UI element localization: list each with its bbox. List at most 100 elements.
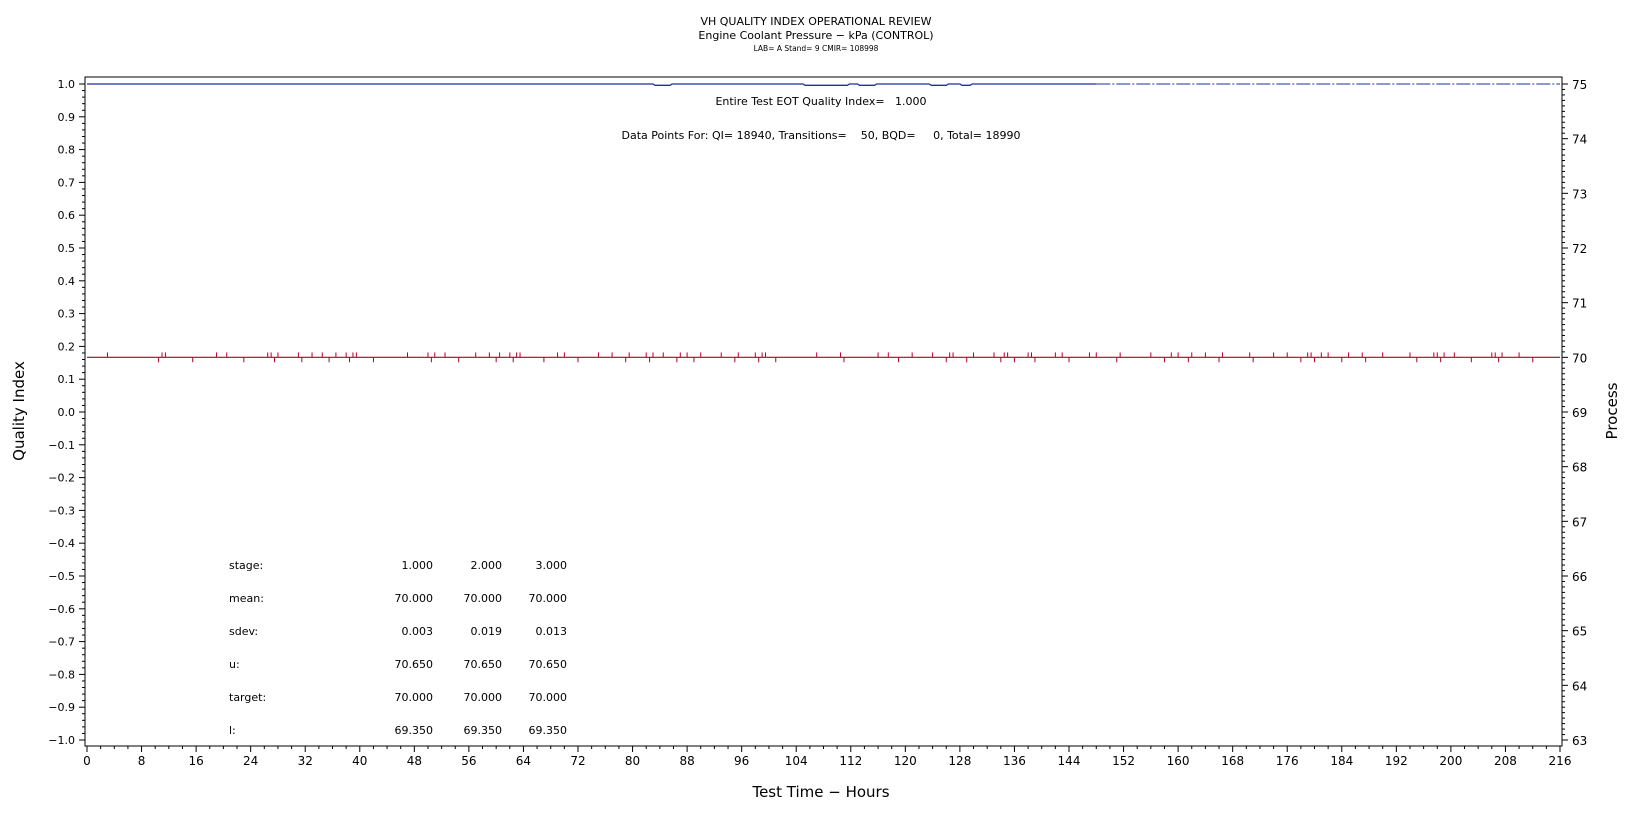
x-tick-label: 152 [1112,754,1135,768]
stats-value: 1.000 [402,559,434,572]
left-tick-label: −0.2 [48,472,75,485]
left-tick-label: 0.1 [58,373,76,386]
x-tick-label: 16 [188,754,203,768]
left-tick-label: 0.3 [58,308,76,321]
stats-row-label: l: [229,724,236,737]
left-tick-label: −0.7 [48,636,75,649]
right-axis-label: Process [1603,382,1621,439]
left-tick-label: −0.9 [48,701,75,714]
right-tick-label: 69 [1572,406,1587,420]
stats-value: 69.350 [529,724,568,737]
plot-frame [84,76,1563,747]
left-tick-label: 0.7 [58,176,76,189]
left-tick-label: −1.0 [48,734,75,747]
left-tick-label: −0.6 [48,603,75,616]
x-tick-label: 8 [138,754,146,768]
stats-value: 70.000 [464,691,503,704]
x-tick-label: 64 [516,754,531,768]
stats-value: 0.019 [471,625,503,638]
left-tick-label: 0.5 [58,242,76,255]
x-tick-label: 96 [734,754,749,768]
x-axis-label: Test Time − Hours [751,783,889,801]
right-tick-label: 63 [1572,734,1587,748]
left-tick-label: 0.8 [58,144,76,157]
stats-value: 2.000 [471,559,503,572]
x-tick-label: 160 [1167,754,1190,768]
left-tick-label: −0.5 [48,570,75,583]
x-tick-label: 168 [1221,754,1244,768]
right-tick-label: 65 [1572,625,1587,639]
annotation-data-points: Data Points For: QI= 18940, Transitions=… [622,129,1021,142]
left-tick-label: −0.1 [48,439,75,452]
stats-value: 69.350 [395,724,434,737]
stats-value: 69.350 [464,724,503,737]
x-tick-label: 56 [461,754,476,768]
stats-value: 0.013 [536,625,568,638]
stats-value: 70.650 [464,658,503,671]
right-tick-label: 72 [1572,242,1587,256]
x-tick-label: 48 [407,754,422,768]
stats-value: 70.000 [464,592,503,605]
x-tick-label: 128 [948,754,971,768]
right-tick-label: 71 [1572,297,1587,311]
chart-subsubtitle: LAB= A Stand= 9 CMIR= 108998 [754,44,879,53]
x-tick-label: 40 [352,754,367,768]
x-tick-label: 32 [298,754,313,768]
stats-value: 70.000 [395,691,434,704]
right-tick-label: 73 [1572,187,1587,201]
x-tick-label: 0 [83,754,91,768]
left-tick-label: −0.4 [48,537,75,550]
right-tick-label: 64 [1572,679,1587,693]
x-tick-label: 176 [1276,754,1299,768]
left-tick-label: −0.8 [48,668,75,681]
stats-value: 70.000 [529,691,568,704]
stats-value: 3.000 [536,559,568,572]
x-tick-label: 184 [1330,754,1353,768]
left-tick-label: 0.4 [58,275,76,288]
left-tick-label: 0.6 [58,209,76,222]
stats-value: 70.650 [529,658,568,671]
stats-table: stage: 1.000 2.000 3.000 mean: 70.000 70.000 70… [229,559,567,737]
chart-title: VH QUALITY INDEX OPERATIONAL REVIEW [700,15,931,28]
quality-index-line [87,83,1097,86]
right-tick-label: 70 [1572,351,1587,365]
annotation-eot-qi: Entire Test EOT Quality Index= 1.000 [715,95,926,108]
x-tick-label: 104 [785,754,808,768]
left-axis: 1.0 0.9 0.8 0.7 0.6 0.5 0.4 0.3 0.2 0.1 0.0 −0.1 −0.… [48,78,85,747]
series-layer [87,83,1560,363]
right-tick-label: 66 [1572,570,1587,584]
x-tick-label: 112 [839,754,862,768]
x-tick-label: 120 [894,754,917,768]
right-tick-label: 68 [1572,461,1587,475]
x-tick-label: 72 [570,754,585,768]
stats-row-label: u: [229,658,240,671]
x-tick-label: 24 [243,754,258,768]
stats-row-label: mean: [229,592,264,605]
stats-value: 70.000 [395,592,434,605]
left-tick-label: 1.0 [58,78,76,91]
x-axis: 0 8 16 24 32 40 48 56 64 72 80 88 96 104 112 120 128 136 1… [83,746,1571,768]
right-axis: 75 74 73 72 71 70 69 68 67 66 65 64 63 [1562,78,1587,748]
stats-row-label: stage: [229,559,263,572]
left-axis-label: Quality Index [10,361,28,461]
stats-row-label: sdev: [229,625,258,638]
x-tick-label: 144 [1058,754,1081,768]
left-tick-label: −0.3 [48,504,75,517]
stats-value: 70.650 [395,658,434,671]
x-tick-label: 136 [1003,754,1026,768]
stats-row-label: target: [229,691,266,704]
left-tick-label: 0.0 [58,406,76,419]
x-tick-label: 200 [1439,754,1462,768]
x-tick-label: 88 [679,754,694,768]
stats-value: 0.003 [402,625,434,638]
left-tick-label: 0.2 [58,340,76,353]
left-tick-label: 0.9 [58,111,76,124]
x-tick-label: 208 [1494,754,1517,768]
right-tick-label: 67 [1572,515,1587,529]
x-tick-label: 216 [1549,754,1572,768]
x-tick-label: 80 [625,754,640,768]
stats-value: 70.000 [529,592,568,605]
x-tick-label: 192 [1385,754,1408,768]
chart-subtitle: Engine Coolant Pressure − kPa (CONTROL) [698,29,933,42]
